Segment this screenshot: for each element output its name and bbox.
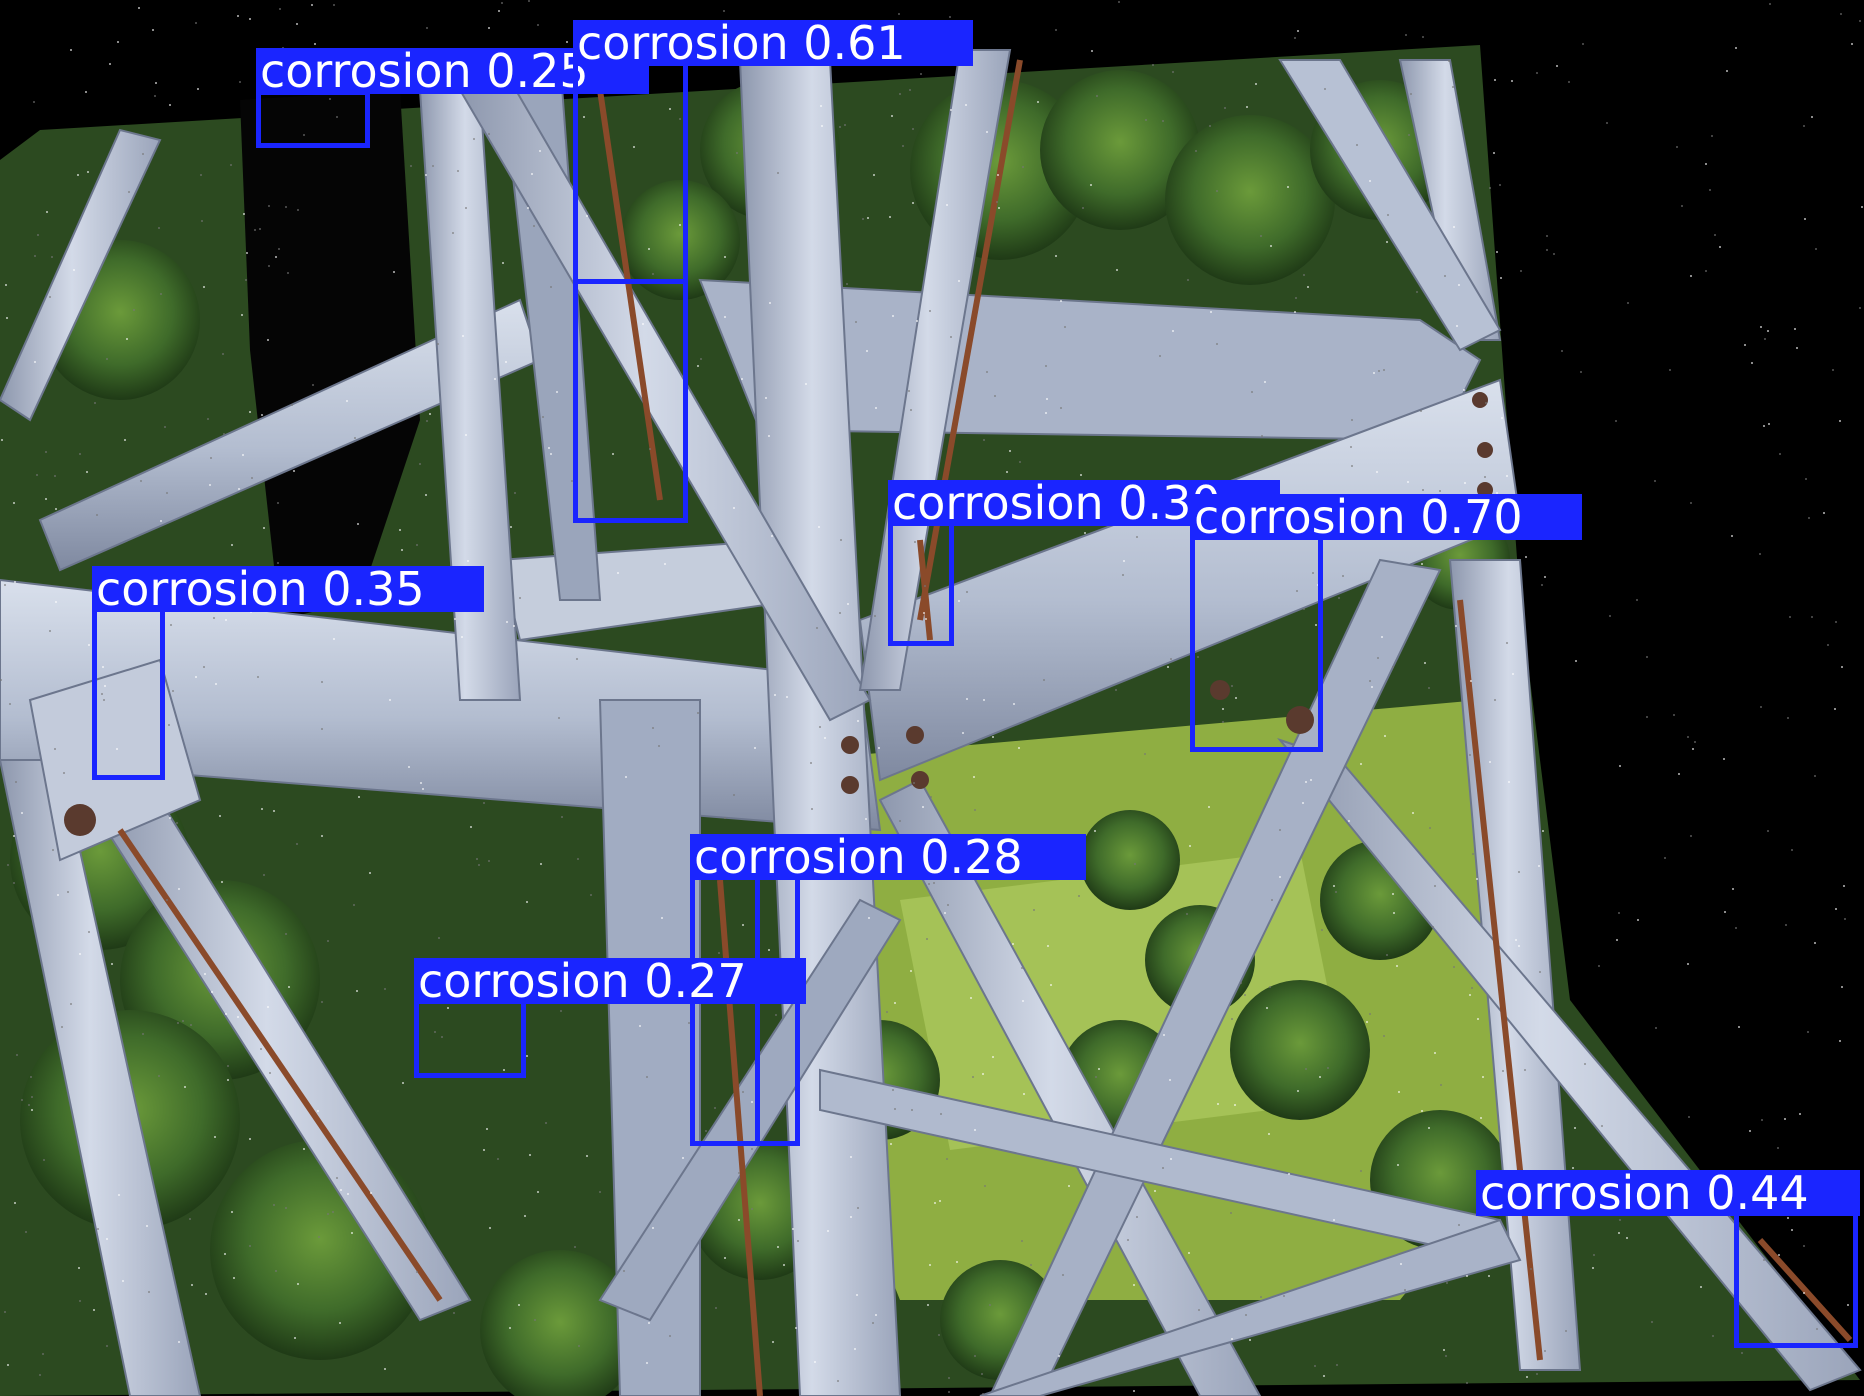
corrosion-box: [573, 50, 688, 523]
detection-label: corrosion 0.70: [1190, 494, 1582, 540]
corrosion-box: [1734, 1210, 1858, 1348]
corrosion-box: [414, 998, 526, 1078]
corrosion-box: [690, 874, 800, 1146]
detection-label: corrosion 0.25: [256, 48, 649, 94]
corrosion-box: [888, 518, 954, 646]
detection-label: corrosion 0.44: [1476, 1170, 1860, 1216]
detection-label: corrosion 0.61: [573, 20, 973, 66]
detection-label: corrosion 0.28: [690, 834, 1086, 880]
detection-label: corrosion 0.27: [414, 958, 806, 1004]
corrosion-box: [1190, 534, 1323, 752]
detection-label: corrosion 0.35: [92, 566, 484, 612]
corrosion-box: [92, 606, 165, 780]
steel-lattice: [0, 49, 1862, 1396]
bolts: [64, 392, 1493, 836]
corrosion-box: [256, 90, 370, 148]
